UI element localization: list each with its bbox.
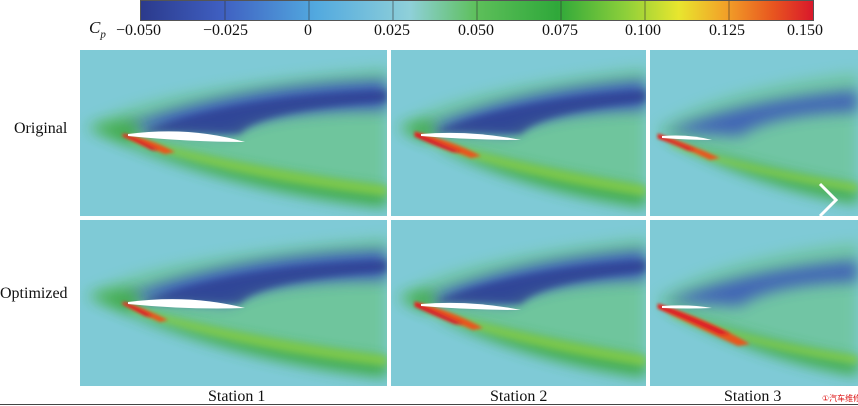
colorbar-tick-label: 0.025 [374,22,410,39]
contour-panel-optimized-station-2 [391,220,646,386]
contour-panel-original-station-1 [80,50,387,216]
contour-panel-original-station-2 [391,50,646,216]
baseline-divider [0,404,858,405]
chevron-right-icon[interactable] [812,180,842,220]
row-label-optimized: Optimized [0,285,68,302]
colorbar-tick-label: 0.150 [787,22,823,39]
colorbar-variable-label: Cp [89,18,106,41]
row-label-original: Original [14,120,68,137]
colorbar-tick-label: 0 [304,22,312,39]
column-label-station-1: Station 1 [208,388,266,405]
colorbar-gradient [141,1,813,20]
colorbar-tick-label: 0.050 [458,22,494,39]
contour-panel-optimized-station-1 [80,220,387,386]
colorbar-tick-label: 0.125 [709,22,745,39]
contour-panel-grid [80,50,858,386]
colorbar-tick-label: −0.025 [203,22,249,39]
contour-panel-optimized-station-3 [650,220,858,386]
colorbar-tick-label: −0.050 [116,22,162,39]
colorbar [140,0,814,21]
column-label-station-3: Station 3 [724,388,782,405]
colorbar-tick-label: 0.075 [542,22,578,39]
watermark-logo: ①汽车维修 [822,394,858,403]
colorbar-tick-label: 0.100 [625,22,661,39]
column-label-station-2: Station 2 [490,388,548,405]
